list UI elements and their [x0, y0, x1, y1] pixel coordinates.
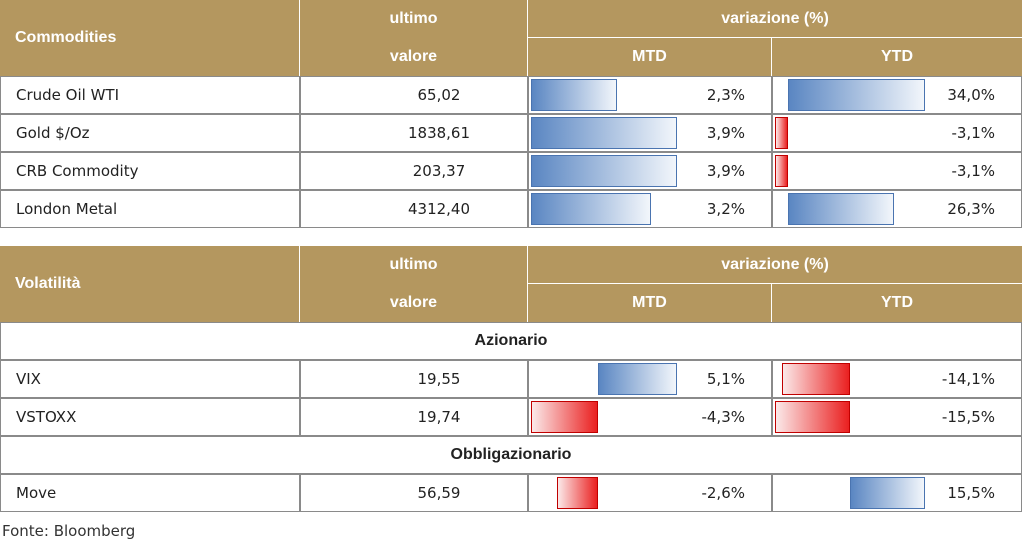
pct-label: 3,9% — [706, 162, 745, 180]
row-label: Gold $/Oz — [0, 114, 300, 152]
pct-cell — [528, 360, 772, 398]
data-bar — [781, 363, 850, 395]
row-label: Move — [0, 474, 300, 512]
pct-cell — [772, 152, 1022, 190]
pct-cell — [528, 152, 772, 190]
pct-cell — [528, 398, 772, 436]
row-label: London Metal — [0, 190, 300, 228]
pct-cell — [772, 190, 1022, 228]
header: YTD — [772, 38, 1022, 76]
data-bar — [850, 477, 925, 509]
pct-label: -4,3% — [701, 408, 745, 426]
pct-cell — [772, 474, 1022, 512]
data-bar — [775, 401, 850, 433]
row-value: 65,02 — [300, 76, 528, 114]
header: variazione (%) — [528, 0, 1022, 38]
header: MTD — [528, 284, 772, 322]
pct-label: 5,1% — [706, 370, 745, 388]
data-bar — [787, 193, 894, 225]
row-label: VIX — [0, 360, 300, 398]
header: ultimo — [300, 246, 528, 284]
pct-label: 15,5% — [947, 484, 995, 502]
pct-cell — [772, 360, 1022, 398]
header: variazione (%) — [528, 246, 1022, 284]
row-label: VSTOXX — [0, 398, 300, 436]
pct-cell — [528, 474, 772, 512]
pct-cell — [528, 76, 772, 114]
row-value: 203,37 — [300, 152, 528, 190]
pct-label: 3,2% — [706, 200, 745, 218]
data-bar — [531, 79, 618, 111]
pct-label: -2,6% — [701, 484, 745, 502]
pct-cell — [528, 190, 772, 228]
data-bar — [787, 79, 925, 111]
row-label: Crude Oil WTI — [0, 76, 300, 114]
section-row: Azionario — [0, 322, 1022, 360]
header: YTD — [772, 284, 1022, 322]
row-value: 19,74 — [300, 398, 528, 436]
row-label: CRB Commodity — [0, 152, 300, 190]
pct-cell — [772, 398, 1022, 436]
data-bar — [597, 363, 678, 395]
row-value: 1838,61 — [300, 114, 528, 152]
pct-label: 2,3% — [706, 86, 745, 104]
pct-label: 26,3% — [947, 200, 995, 218]
pct-cell — [528, 114, 772, 152]
row-value: 19,55 — [300, 360, 528, 398]
header-title: Commodities — [0, 0, 300, 76]
row-value: 4312,40 — [300, 190, 528, 228]
pct-label: -14,1% — [941, 370, 995, 388]
pct-label: -3,1% — [951, 162, 995, 180]
data-bar — [531, 401, 598, 433]
data-bar — [531, 117, 678, 149]
data-bar — [557, 477, 598, 509]
data-bar — [775, 117, 788, 149]
header: ultimo — [300, 0, 528, 38]
header: MTD — [528, 38, 772, 76]
header-title: Volatilità — [0, 246, 300, 322]
pct-cell — [772, 114, 1022, 152]
pct-label: -3,1% — [951, 124, 995, 142]
data-bar — [531, 155, 678, 187]
header: valore — [300, 38, 528, 76]
header: valore — [300, 284, 528, 322]
pct-cell — [772, 76, 1022, 114]
row-value: 56,59 — [300, 474, 528, 512]
data-bar — [775, 155, 788, 187]
footer: Fonte: Bloomberg — [2, 522, 136, 540]
data-bar — [531, 193, 652, 225]
section-row: Obbligazionario — [0, 436, 1022, 474]
pct-label: 3,9% — [706, 124, 745, 142]
pct-label: -15,5% — [941, 408, 995, 426]
pct-label: 34,0% — [947, 86, 995, 104]
